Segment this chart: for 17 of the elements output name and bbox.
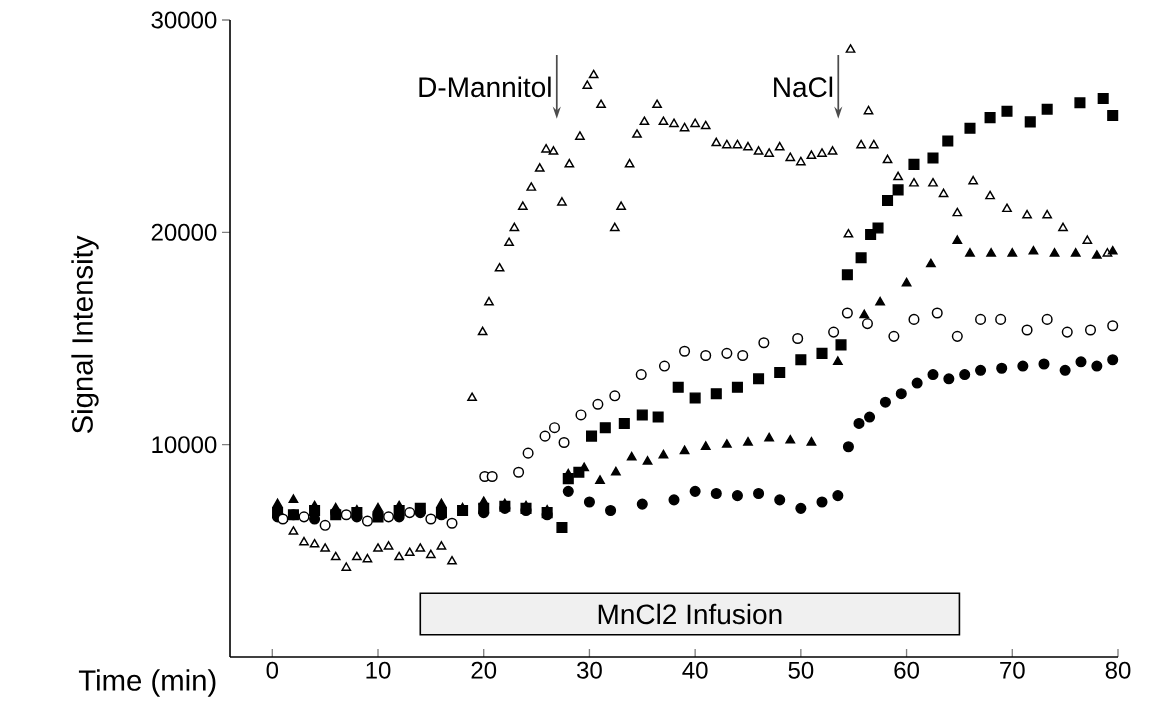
- x-tick-label: 70: [1000, 661, 1025, 679]
- x-tick-label: 60: [894, 661, 919, 679]
- annotation: NaCl: [774, 76, 833, 98]
- y-tick-label: 20000: [151, 223, 217, 241]
- x-tick-label: 30: [577, 661, 602, 679]
- band-label: MnCl2 Infusion: [598, 603, 782, 625]
- x-tick-label: 80: [1105, 661, 1131, 679]
- x-tick-label: 20: [471, 661, 497, 679]
- x-axis-title: Time (min): [78, 669, 216, 697]
- x-tick-label: 10: [366, 661, 391, 679]
- y-axis-title: Signal Intensity: [71, 235, 99, 434]
- x-tick-label: 0: [266, 661, 279, 679]
- y-tick-label: 10000: [152, 436, 217, 454]
- y-tick-label: 30000: [151, 11, 217, 29]
- x-tick-label: 40: [682, 661, 708, 679]
- x-tick-label: 50: [788, 661, 814, 679]
- annotation: D-Mannitol: [419, 76, 551, 98]
